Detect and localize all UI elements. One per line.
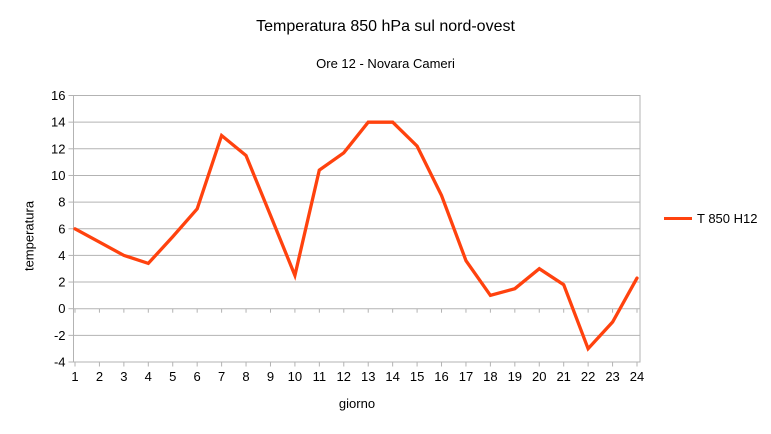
x-tick-label: 2 xyxy=(96,369,103,384)
y-tick-label: 0 xyxy=(58,301,65,316)
temperature-line xyxy=(73,120,639,352)
x-tick-label: 3 xyxy=(120,369,127,384)
y-tick-label: -2 xyxy=(54,328,66,343)
y-tick-label: 8 xyxy=(58,195,65,210)
y-tick-label: 4 xyxy=(58,248,65,263)
x-axis-title: giorno xyxy=(338,396,376,411)
x-tick-label: 13 xyxy=(361,369,375,384)
x-tick-label: 24 xyxy=(630,369,644,384)
x-tick-label: 12 xyxy=(337,369,351,384)
y-tick-label: 14 xyxy=(51,115,65,130)
legend-label: T 850 H12 xyxy=(697,210,758,226)
tick-marks xyxy=(68,95,638,367)
x-tick-label: 11 xyxy=(313,369,327,384)
x-tick-label: 6 xyxy=(194,369,201,384)
temperature-line-series xyxy=(73,120,639,352)
x-tick-label: 22 xyxy=(581,369,595,384)
y-tick-label: 2 xyxy=(58,275,65,290)
y-axis-title: temperatura xyxy=(21,200,37,272)
chart-subtitle: Ore 12 - Novara Cameri xyxy=(316,56,455,71)
legend-line-swatch xyxy=(664,216,692,220)
y-tick-label: 16 xyxy=(51,88,65,103)
x-tick-label: 15 xyxy=(410,369,424,384)
x-tick-label: 10 xyxy=(288,369,302,384)
x-tick-label: 9 xyxy=(267,369,274,384)
y-tick-label: 6 xyxy=(58,221,65,236)
x-tick-label: 5 xyxy=(169,369,176,384)
x-tick-label: 1 xyxy=(71,369,78,384)
y-tick-label: -4 xyxy=(54,355,66,370)
x-tick-label: 8 xyxy=(242,369,249,384)
x-tick-label: 20 xyxy=(532,369,546,384)
x-axis-labels: 1 2 3 4 5 6 7 8 9 10 11 12 13 14 15 16 17 18 19 20 21 22 23 24 xyxy=(71,369,644,384)
y-tick-label: 12 xyxy=(51,141,65,156)
y-axis-labels: -4 -2 0 2 4 6 8 10 12 14 16 xyxy=(51,88,65,370)
x-tick-label: 17 xyxy=(459,369,473,384)
x-tick-label: 7 xyxy=(218,369,225,384)
x-tick-label: 23 xyxy=(605,369,619,384)
x-tick-label: 19 xyxy=(508,369,522,384)
legend: T 850 H12 xyxy=(664,208,757,228)
x-tick-label: 4 xyxy=(145,369,152,384)
x-tick-label: 16 xyxy=(434,369,448,384)
chart-title: Temperatura 850 hPa sul nord-ovest xyxy=(256,18,515,35)
x-tick-label: 14 xyxy=(385,369,399,384)
x-tick-label: 18 xyxy=(483,369,497,384)
x-tick-label: 21 xyxy=(556,369,570,384)
y-tick-label: 10 xyxy=(51,168,65,183)
